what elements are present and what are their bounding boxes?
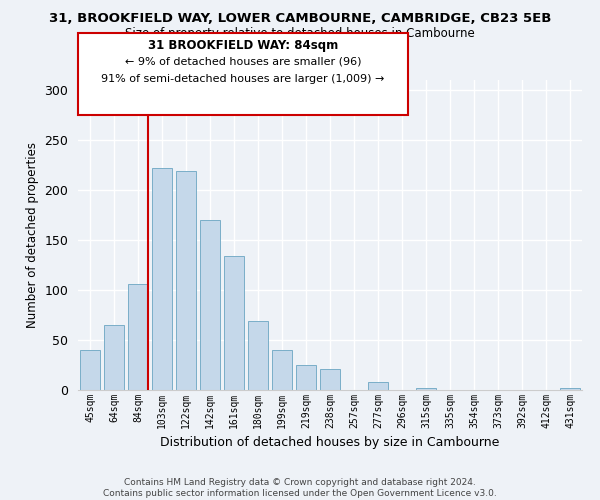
Text: 31, BROOKFIELD WAY, LOWER CAMBOURNE, CAMBRIDGE, CB23 5EB: 31, BROOKFIELD WAY, LOWER CAMBOURNE, CAM… [49, 12, 551, 26]
Text: Contains HM Land Registry data © Crown copyright and database right 2024.
Contai: Contains HM Land Registry data © Crown c… [103, 478, 497, 498]
Bar [128, 284, 148, 390]
Bar [224, 256, 244, 390]
Bar [368, 382, 388, 390]
Bar [80, 350, 100, 390]
Bar [272, 350, 292, 390]
Text: 91% of semi-detached houses are larger (1,009) →: 91% of semi-detached houses are larger (… [101, 74, 385, 84]
Bar [152, 168, 172, 390]
Text: Size of property relative to detached houses in Cambourne: Size of property relative to detached ho… [125, 28, 475, 40]
Bar [560, 388, 580, 390]
Bar [296, 365, 316, 390]
Bar [320, 369, 340, 390]
X-axis label: Distribution of detached houses by size in Cambourne: Distribution of detached houses by size … [160, 436, 500, 450]
Bar [248, 321, 268, 390]
Text: 31 BROOKFIELD WAY: 84sqm: 31 BROOKFIELD WAY: 84sqm [148, 38, 338, 52]
Bar [104, 325, 124, 390]
Bar [176, 171, 196, 390]
Bar [416, 388, 436, 390]
Bar [200, 220, 220, 390]
Text: ← 9% of detached houses are smaller (96): ← 9% of detached houses are smaller (96) [125, 56, 361, 66]
Y-axis label: Number of detached properties: Number of detached properties [26, 142, 39, 328]
